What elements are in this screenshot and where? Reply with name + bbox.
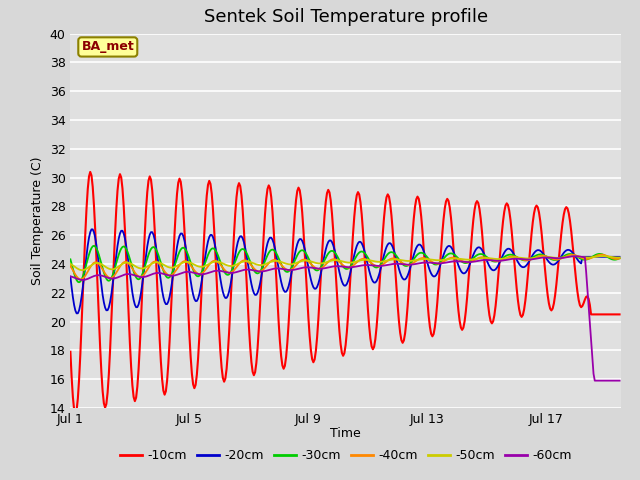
Y-axis label: Soil Temperature (C): Soil Temperature (C) — [31, 156, 44, 285]
Text: BA_met: BA_met — [81, 40, 134, 53]
X-axis label: Time: Time — [330, 427, 361, 440]
Title: Sentek Soil Temperature profile: Sentek Soil Temperature profile — [204, 9, 488, 26]
Legend: -10cm, -20cm, -30cm, -40cm, -50cm, -60cm: -10cm, -20cm, -30cm, -40cm, -50cm, -60cm — [115, 444, 577, 467]
